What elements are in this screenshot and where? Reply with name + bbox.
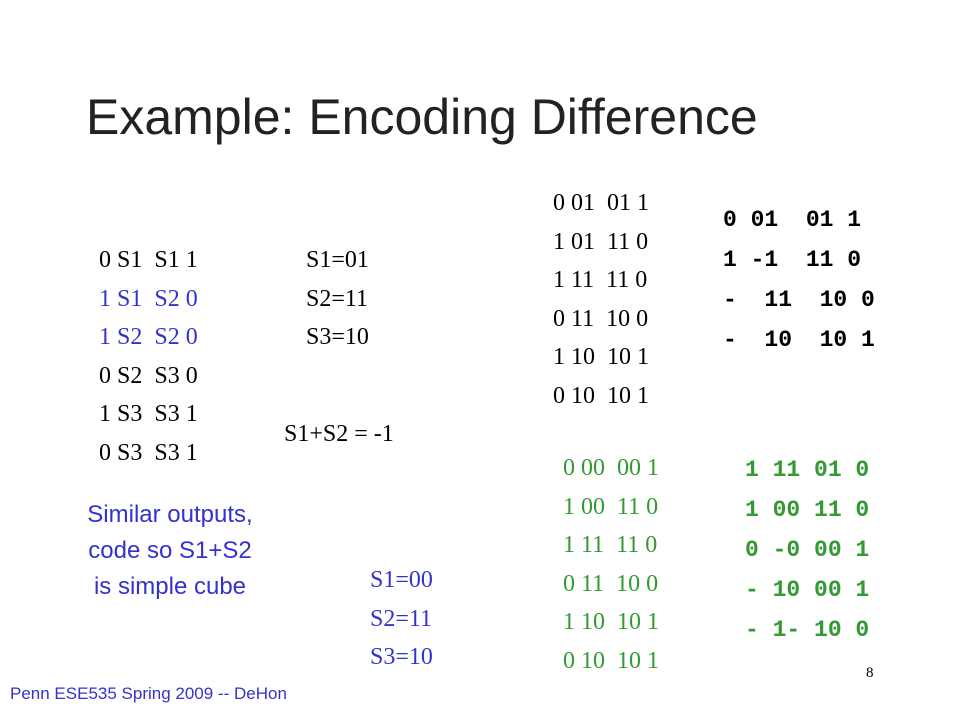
text-line: S2=11 bbox=[306, 285, 368, 312]
encoding-2: S1=00 S2=11 S3=10 bbox=[370, 561, 433, 677]
text-line: 1 10 10 1 bbox=[553, 344, 649, 370]
text-line: 1 01 11 0 bbox=[553, 228, 649, 255]
text-line: - 11 10 0 bbox=[723, 287, 875, 313]
text-line: 1 11 11 0 bbox=[563, 532, 658, 558]
page-number: 8 bbox=[866, 665, 874, 681]
text-line: 1 10 10 1 bbox=[563, 609, 659, 635]
text-line: S1=00 bbox=[370, 567, 433, 593]
text-line: 0 10 10 1 bbox=[553, 382, 649, 409]
text-line: S3=10 bbox=[370, 644, 433, 670]
text-line: - 1- 10 0 bbox=[745, 617, 870, 643]
text-line: S2=11 bbox=[370, 605, 432, 632]
text-line: 1 11 01 0 bbox=[745, 457, 870, 483]
text-line: 0 00 00 1 bbox=[563, 455, 659, 481]
text-line: - 10 00 1 bbox=[745, 577, 870, 603]
text-line: 1 S1 S2 0 bbox=[99, 285, 198, 312]
text-line: 0 11 10 0 bbox=[553, 305, 649, 332]
encoding-1: S1=01 S2=11 S3=10 bbox=[306, 241, 369, 357]
text-line: 1 11 11 0 bbox=[553, 267, 648, 293]
sum-note: S1+S2 = -1 bbox=[284, 421, 394, 447]
minimized-2: 1 11 01 0 1 00 11 0 0 -0 00 1 - 10 00 1 - 1-… bbox=[745, 450, 869, 650]
text-line: Similar outputs, bbox=[87, 501, 253, 528]
encoded-table-1: 0 01 01 1 1 01 11 0 1 11 11 0 0 11 10 0 1 10… bbox=[553, 184, 649, 415]
text-line: 0 S3 S3 1 bbox=[99, 439, 198, 466]
fsm-table: 0 S1 S1 1 1 S1 S2 0 1 S2 S2 0 0 S2 S3 0 1 S3… bbox=[99, 241, 198, 472]
text-line: is simple cube bbox=[93, 573, 247, 600]
text-line: 0 01 01 1 bbox=[553, 190, 649, 216]
text-line: 0 S2 S3 0 bbox=[99, 362, 198, 389]
text-line: 0 11 10 0 bbox=[563, 570, 659, 597]
text-line: 0 -0 00 1 bbox=[745, 537, 870, 563]
text-line: 0 01 01 1 bbox=[723, 207, 862, 233]
text-line: 0 S1 S1 1 bbox=[99, 247, 198, 273]
text-line: - 10 10 1 bbox=[723, 327, 875, 353]
text-line: 1 S3 S3 1 bbox=[99, 401, 198, 427]
slide-title: Example: Encoding Difference bbox=[86, 89, 758, 145]
minimized-1: 0 01 01 1 1 -1 11 0 - 11 10 0 - 10 10 1 bbox=[723, 200, 875, 360]
text-line: 1 -1 11 0 bbox=[723, 247, 862, 273]
footer: Penn ESE535 Spring 2009 -- DeHon bbox=[10, 684, 287, 703]
text-line: 1 00 11 0 bbox=[745, 497, 870, 523]
text-line: 1 S2 S2 0 bbox=[99, 324, 198, 350]
note: Similar outputs, code so S1+S2 is simple c… bbox=[40, 497, 300, 605]
text-line: code so S1+S2 bbox=[88, 537, 252, 564]
text-line: 0 10 10 1 bbox=[563, 647, 659, 674]
text-line: 1 00 11 0 bbox=[563, 493, 659, 520]
text-line: S1=01 bbox=[306, 247, 369, 273]
encoded-table-2: 0 00 00 1 1 00 11 0 1 11 11 0 0 11 10 0 1 10… bbox=[563, 449, 659, 680]
text-line: S3=10 bbox=[306, 324, 369, 350]
